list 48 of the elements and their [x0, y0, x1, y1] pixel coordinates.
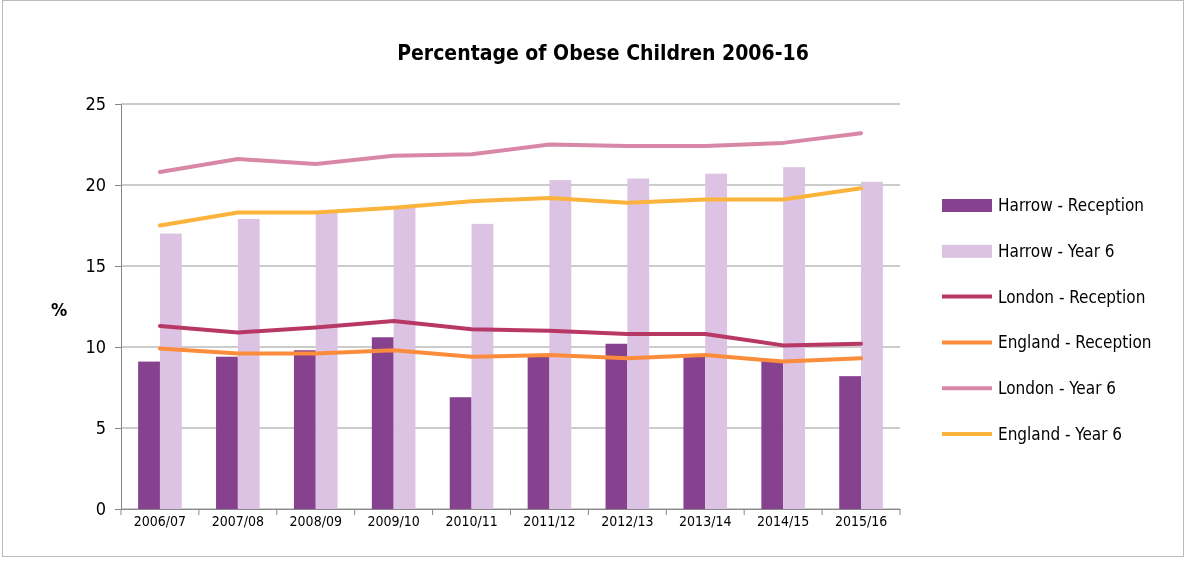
x-tick-label: 2006/07 [133, 513, 187, 529]
chart-title: Percentage of Obese Children 2006-16 [397, 41, 809, 65]
y-axis-title: % [50, 299, 68, 320]
legend-label: England - Reception [998, 332, 1152, 353]
x-tick-label: 2011/12 [523, 513, 576, 529]
bar [371, 337, 394, 509]
y-tick-label: 5 [95, 417, 106, 439]
x-tick-label: 2014/15 [756, 513, 810, 529]
bar [549, 180, 572, 509]
bar [605, 343, 628, 509]
y-tick-label: 0 [95, 498, 106, 520]
y-tick-label: 15 [85, 255, 106, 277]
bar [839, 376, 862, 509]
bar [861, 181, 883, 509]
bar [216, 356, 238, 509]
x-tick-label: 2010/11 [445, 513, 498, 529]
legend-label: Harrow - Year 6 [998, 240, 1115, 261]
line-series [157, 346, 864, 364]
legend-label: London - Reception [998, 286, 1146, 307]
bar [761, 359, 784, 509]
x-tick-label: 2008/09 [289, 513, 342, 529]
x-tick-label: 2015/16 [834, 513, 888, 529]
x-tick-label: 2012/13 [601, 513, 654, 529]
y-tick-label: 10 [85, 336, 106, 358]
bar [627, 178, 650, 509]
line-series [157, 319, 864, 348]
bar [527, 355, 550, 509]
bar [449, 397, 472, 509]
bar [393, 206, 416, 509]
bar [683, 355, 706, 509]
y-tick-label: 25 [85, 93, 106, 115]
bar [705, 173, 728, 509]
x-tick-label: 2007/08 [211, 513, 265, 529]
line-series [157, 131, 864, 175]
bar [471, 223, 494, 509]
legend-label: England - Year 6 [998, 424, 1123, 444]
x-tick-label: 2009/10 [367, 513, 420, 529]
bar [159, 233, 182, 509]
line-series [157, 186, 864, 228]
bar [293, 350, 316, 509]
bar [315, 212, 338, 509]
x-tick-label: 2013/14 [679, 513, 732, 529]
bar [783, 167, 805, 509]
y-tick-label: 20 [85, 174, 106, 196]
legend-label: London - Year 6 [998, 378, 1116, 399]
bar [237, 219, 260, 509]
bar [138, 361, 160, 509]
legend-label: Harrow - Reception [998, 195, 1144, 215]
